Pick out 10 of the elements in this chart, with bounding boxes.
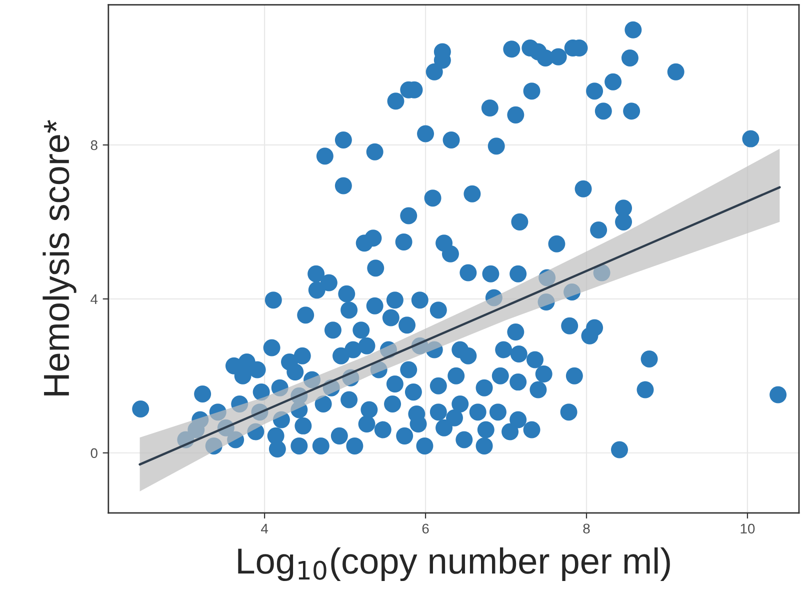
x-tick-label: 4 [261, 524, 268, 534]
line-series [138, 186, 781, 466]
x-tick-label: 8 [583, 524, 590, 534]
y-axis-title: Hemolysis score* [42, 120, 76, 396]
x-tick-label: 6 [422, 524, 429, 534]
x-axis-title: Log$_{10}$(copy number per ml) [238, 547, 670, 582]
x-tick-label: 10 [740, 524, 755, 534]
y-tick-label: 8 [90, 140, 98, 150]
y-tick-label: 0 [90, 448, 98, 458]
y-tick-label: 4 [90, 294, 98, 304]
